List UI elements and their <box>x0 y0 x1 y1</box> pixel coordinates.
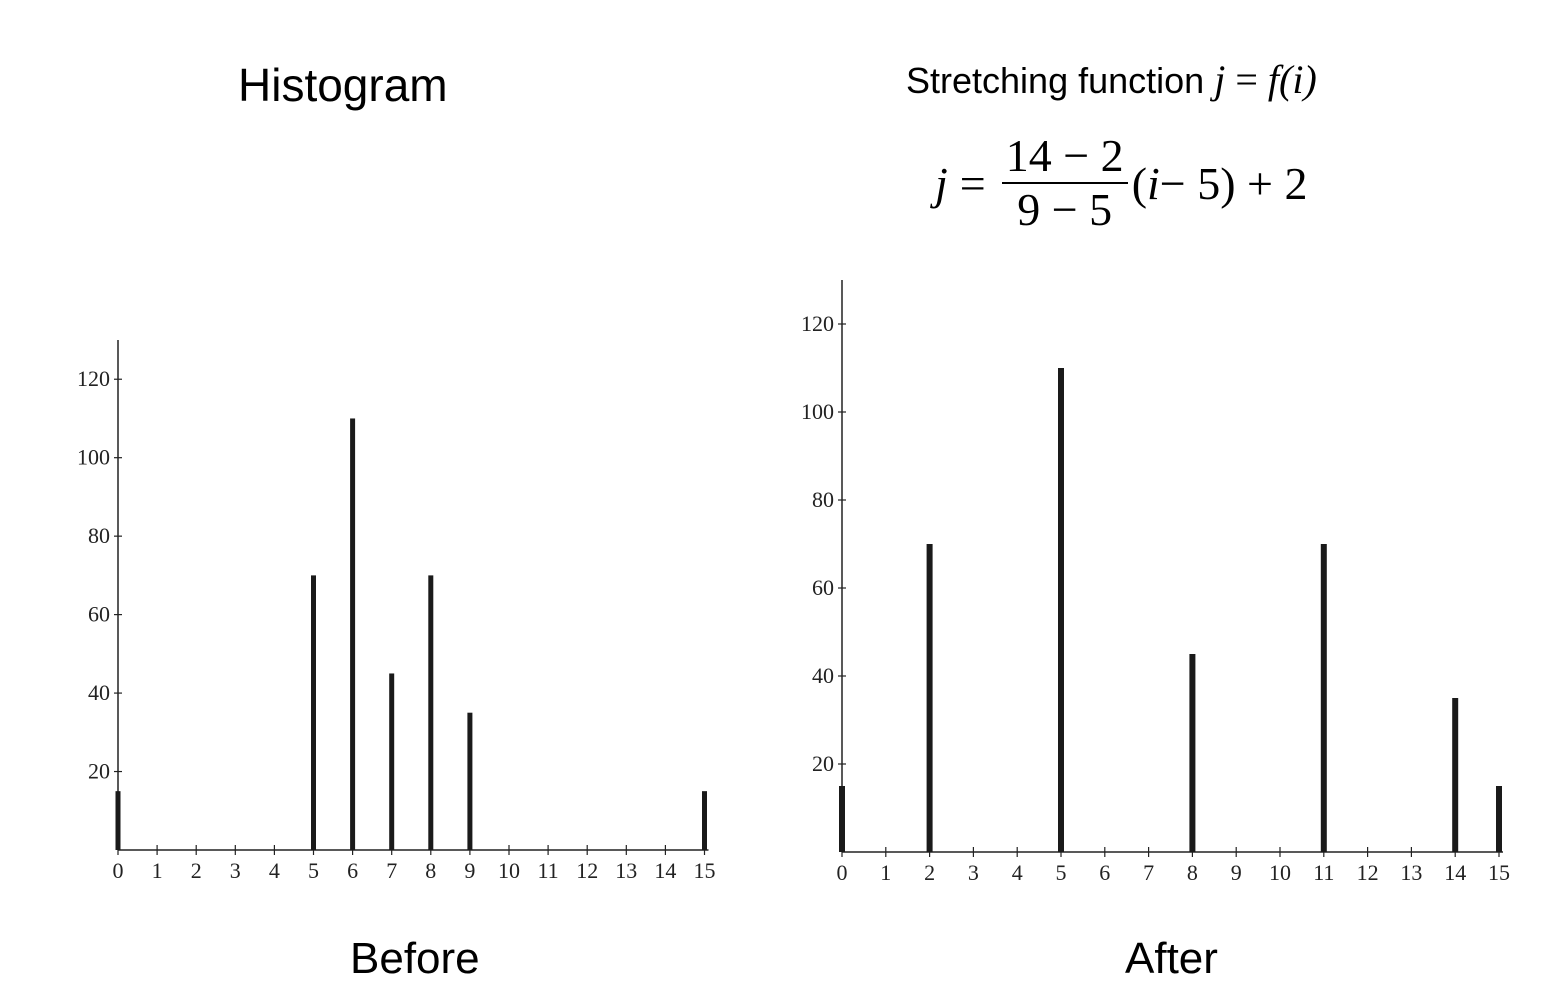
after-x-tick-label: 5 <box>1056 860 1067 885</box>
before-bar <box>350 418 356 850</box>
histogram-title: Histogram <box>238 59 448 111</box>
after-y-tick-label: 40 <box>812 663 834 688</box>
before-bar <box>702 791 707 850</box>
before-y-tick-label: 60 <box>88 602 110 627</box>
formula-equals: = <box>959 157 986 209</box>
after-bar <box>1058 368 1064 852</box>
after-caption: After <box>1125 934 1218 983</box>
before-caption: Before <box>350 934 480 983</box>
before-x-tick-label: 10 <box>498 858 520 883</box>
before-bar <box>389 673 395 850</box>
before-bar <box>311 575 316 850</box>
after-x-tick-label: 3 <box>968 860 979 885</box>
after-x-tick-label: 1 <box>880 860 891 885</box>
before-y-tick-label: 20 <box>88 759 110 784</box>
before-y-tick-label: 80 <box>88 523 110 548</box>
after-bar <box>1452 698 1459 852</box>
title-equals: = <box>1235 57 1258 102</box>
after-x-tick-label: 7 <box>1143 860 1154 885</box>
before-x-tick-label: 7 <box>386 858 397 883</box>
before-x-tick-label: 8 <box>425 858 436 883</box>
after-x-tick-label: 4 <box>1012 860 1023 885</box>
after-x-tick-label: 11 <box>1313 860 1334 885</box>
after-x-tick-label: 14 <box>1444 860 1466 885</box>
before-y-tick-label: 40 <box>88 680 110 705</box>
after-x-tick-label: 2 <box>924 860 935 885</box>
after-y-tick-label: 60 <box>812 575 834 600</box>
after-bar <box>926 544 933 852</box>
after-bar <box>839 786 845 852</box>
after-bar <box>1189 654 1196 852</box>
before-x-tick-label: 2 <box>191 858 202 883</box>
before-x-tick-label: 14 <box>654 858 676 883</box>
after-y-tick-label: 120 <box>801 311 834 336</box>
after-x-tick-label: 13 <box>1400 860 1422 885</box>
before-bar <box>467 712 473 850</box>
before-x-tick-label: 15 <box>694 858 716 883</box>
after-bar <box>1320 544 1327 852</box>
title-f-symbol: f <box>1267 57 1280 102</box>
after-x-tick-label: 12 <box>1357 860 1379 885</box>
after-x-tick-label: 0 <box>837 860 848 885</box>
formula-variable: i <box>1147 157 1160 209</box>
after-x-tick-label: 9 <box>1231 860 1242 885</box>
formula-fraction: 14 − 2 9 − 5 <box>1001 130 1128 236</box>
formula-lhs: j <box>935 157 948 209</box>
before-x-tick-label: 12 <box>576 858 598 883</box>
before-x-tick-label: 0 <box>113 858 124 883</box>
before-x-tick-label: 9 <box>464 858 475 883</box>
before-x-tick-label: 1 <box>152 858 163 883</box>
fraction-bar <box>1001 182 1128 184</box>
after-x-tick-label: 10 <box>1269 860 1291 885</box>
stretching-function-title: Stretching function j = f(i) <box>906 56 1317 103</box>
formula-denominator: 9 − 5 <box>1017 184 1113 235</box>
before-x-tick-label: 13 <box>615 858 637 883</box>
after-x-tick-label: 6 <box>1099 860 1110 885</box>
before-bar <box>115 791 121 850</box>
formula-numerator: 14 − 2 <box>1005 130 1124 181</box>
title-j-symbol: j <box>1214 57 1226 102</box>
after-y-tick-label: 20 <box>812 751 834 776</box>
before-x-tick-label: 11 <box>538 858 559 883</box>
formula-paren-open: ( <box>1131 157 1148 209</box>
stretching-formula: j = 14 − 2 9 − 5 (i − 5) + 2 <box>935 130 1308 236</box>
before-y-tick-label: 120 <box>77 366 110 391</box>
before-x-tick-label: 6 <box>347 858 358 883</box>
before-x-tick-label: 5 <box>308 858 319 883</box>
before-bar <box>428 575 434 850</box>
formula-rest: − 5) + 2 <box>1159 157 1308 209</box>
before-x-tick-label: 3 <box>230 858 241 883</box>
before-y-tick-label: 100 <box>77 445 110 470</box>
after-bar <box>1496 786 1502 852</box>
stretching-function-label: Stretching function <box>906 60 1205 101</box>
after-x-tick-label: 15 <box>1488 860 1510 885</box>
after-y-tick-label: 80 <box>812 487 834 512</box>
title-f-argument: (i) <box>1279 57 1317 102</box>
after-y-tick-label: 100 <box>801 399 834 424</box>
before-x-tick-label: 4 <box>269 858 280 883</box>
after-x-tick-label: 8 <box>1187 860 1198 885</box>
